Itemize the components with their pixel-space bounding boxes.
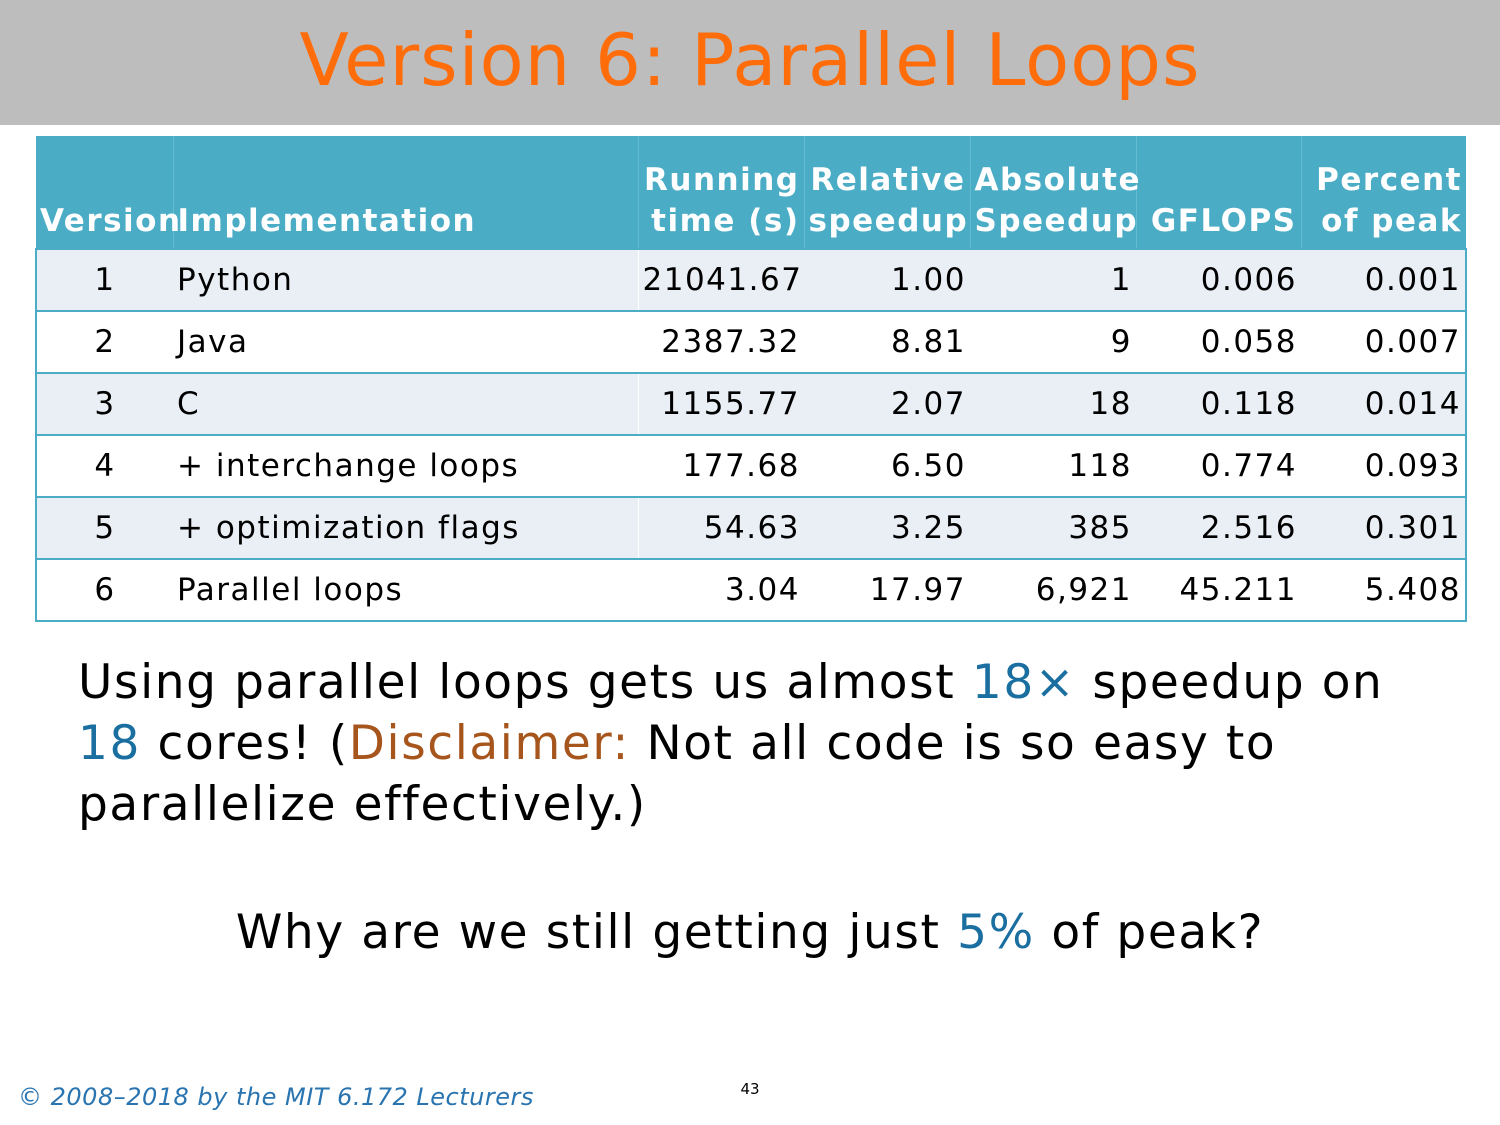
cell-gflops: 45.211 [1136, 558, 1301, 622]
question-highlight: 5% [957, 905, 1035, 960]
cell-version: 2 [35, 310, 173, 373]
para-text: Not all code is so easy to parallelize e… [78, 716, 1277, 832]
table-row: 3 C 1155.77 2.07 18 0.118 0.014 [35, 372, 1467, 435]
cell-percent-peak: 0.007 [1301, 310, 1467, 373]
cell-percent-peak: 0.001 [1301, 248, 1467, 311]
table-header-row: Version Implementation Running time (s) R… [36, 136, 1466, 249]
header-percent-peak: Percent of peak [1301, 136, 1466, 249]
cell-version: 6 [35, 558, 173, 622]
para-text: Using parallel loops gets us almost [78, 655, 972, 710]
cell-version: 3 [35, 372, 173, 435]
cell-gflops: 2.516 [1136, 496, 1301, 559]
cell-gflops: 0.118 [1136, 372, 1301, 435]
header-implementation: Implementation [173, 136, 639, 249]
cell-running-time: 1155.77 [638, 372, 804, 435]
performance-table: Version Implementation Running time (s) R… [35, 136, 1467, 622]
table-row: 1 Python 21041.67 1.00 1 0.006 0.001 [35, 248, 1467, 311]
cell-absolute-speedup: 385 [970, 496, 1136, 559]
question-part: of peak? [1034, 905, 1265, 960]
speedup-paragraph: Using parallel loops gets us almost 18× … [78, 652, 1468, 835]
table-row: 2 Java 2387.32 8.81 9 0.058 0.007 [35, 310, 1467, 373]
cell-implementation: Java [173, 310, 639, 373]
header-absolute-speedup: Absolute Speedup [970, 136, 1139, 249]
cell-running-time: 54.63 [638, 496, 804, 559]
question-part: Why are we still getting just [235, 905, 958, 960]
cell-running-time: 3.04 [638, 558, 804, 622]
cell-running-time: 177.68 [638, 434, 804, 497]
cell-percent-peak: 0.014 [1301, 372, 1467, 435]
question-text: Why are we still getting just 5% of peak… [0, 902, 1500, 964]
cell-relative-speedup: 8.81 [804, 310, 970, 373]
copyright-footer: © 2008–2018 by the MIT 6.172 Lecturers [18, 1083, 534, 1111]
para-text: speedup on [1075, 655, 1384, 710]
cell-percent-peak: 5.408 [1301, 558, 1467, 622]
cell-relative-speedup: 6.50 [804, 434, 970, 497]
header-relative-speedup: Relative speedup [804, 136, 971, 249]
cell-version: 4 [35, 434, 173, 497]
cell-gflops: 0.774 [1136, 434, 1301, 497]
para-highlight-cores: 18 [78, 716, 142, 771]
cell-percent-peak: 0.093 [1301, 434, 1467, 497]
cell-absolute-speedup: 9 [970, 310, 1136, 373]
table-row: 6 Parallel loops 3.04 17.97 6,921 45.211… [35, 558, 1467, 622]
para-disclaimer: Disclaimer: [348, 716, 630, 771]
cell-absolute-speedup: 118 [970, 434, 1136, 497]
cell-gflops: 0.006 [1136, 248, 1301, 311]
header-gflops: GFLOPS [1136, 136, 1302, 249]
page-number: 43 [740, 1080, 760, 1098]
table-row: 4 + interchange loops 177.68 6.50 118 0.… [35, 434, 1467, 497]
cell-relative-speedup: 17.97 [804, 558, 970, 622]
cell-running-time: 2387.32 [638, 310, 804, 373]
cell-gflops: 0.058 [1136, 310, 1301, 373]
header-version: Version [36, 136, 180, 249]
slide-title: Version 6: Parallel Loops [299, 18, 1201, 102]
cell-relative-speedup: 3.25 [804, 496, 970, 559]
cell-absolute-speedup: 1 [970, 248, 1136, 311]
cell-implementation: C [173, 372, 639, 435]
cell-implementation: Parallel loops [173, 558, 639, 622]
para-text: cores! ( [141, 716, 349, 771]
cell-implementation: Python [173, 248, 639, 311]
cell-relative-speedup: 1.00 [804, 248, 970, 311]
cell-absolute-speedup: 18 [970, 372, 1136, 435]
cell-percent-peak: 0.301 [1301, 496, 1467, 559]
table-row: 5 + optimization flags 54.63 3.25 385 2.… [35, 496, 1467, 559]
cell-version: 1 [35, 248, 173, 311]
title-bar [0, 0, 1500, 125]
cell-implementation: + interchange loops [173, 434, 639, 497]
cell-implementation: + optimization flags [173, 496, 639, 559]
para-highlight-speedup: 18× [971, 655, 1076, 710]
cell-running-time: 21041.67 [638, 248, 804, 311]
cell-version: 5 [35, 496, 173, 559]
cell-relative-speedup: 2.07 [804, 372, 970, 435]
header-running-time: Running time (s) [638, 136, 805, 249]
cell-absolute-speedup: 6,921 [970, 558, 1136, 622]
